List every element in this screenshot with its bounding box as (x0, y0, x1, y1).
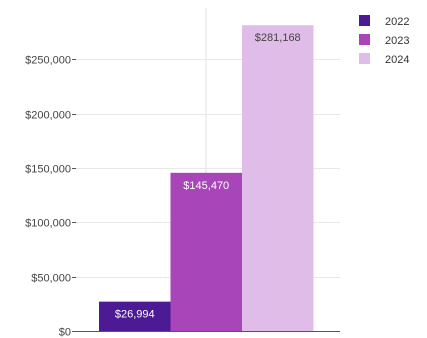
bar-2023 (170, 172, 242, 331)
y-tick-label: $250,000 (25, 55, 71, 67)
y-tick-label: $150,000 (25, 164, 71, 176)
legend-swatch-2024 (359, 53, 370, 64)
y-tick-label: $0 (59, 327, 71, 338)
bar-2024 (242, 25, 314, 332)
legend-swatch-2022 (359, 15, 370, 26)
data-label-2022: $26,994 (115, 309, 155, 321)
legend: 2022 2023 2024 (359, 15, 409, 66)
legend-label-2022: 2022 (385, 16, 409, 28)
legend-swatch-2023 (359, 34, 370, 45)
legend-label-2023: 2023 (385, 35, 409, 47)
y-axis: $0 $50,000 $100,000 $150,000 $200,000 $250,00… (25, 55, 340, 338)
y-tick-label: $200,000 (25, 110, 71, 122)
legend-label-2024: 2024 (385, 54, 409, 66)
data-labels: $26,994 $145,470 $281,168 (115, 32, 301, 320)
data-label-2023: $145,470 (183, 180, 229, 192)
y-tick-label: $100,000 (25, 218, 71, 230)
bars (99, 25, 314, 332)
y-tick-label: $50,000 (31, 273, 71, 285)
bar-2022 (99, 301, 171, 331)
data-label-2024: $281,168 (255, 32, 301, 44)
